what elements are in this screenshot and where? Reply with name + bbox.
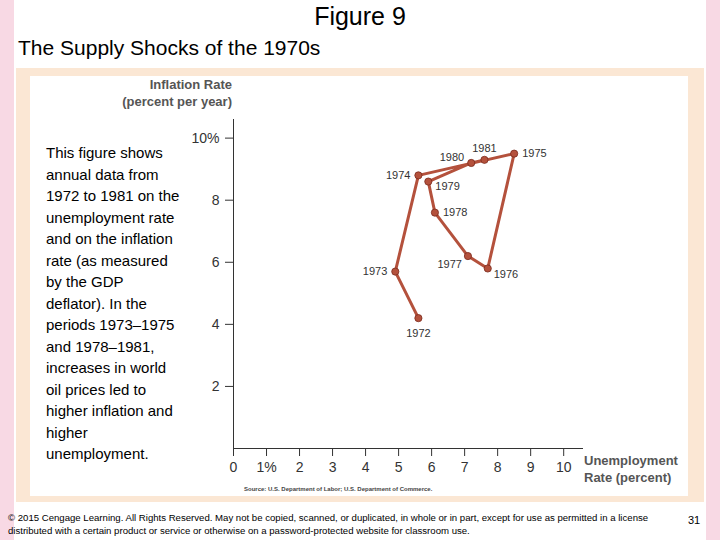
svg-text:3: 3 (329, 459, 337, 475)
html-text:31: 31 (688, 514, 701, 526)
svg-text:1981: 1981 (472, 142, 496, 154)
svg-text:1977: 1977 (437, 258, 461, 270)
svg-text:4: 4 (362, 459, 370, 475)
svg-text:2: 2 (212, 378, 220, 394)
svg-text:8: 8 (212, 192, 220, 208)
svg-text:6: 6 (212, 254, 220, 270)
svg-text:2: 2 (296, 459, 304, 475)
svg-text:1972: 1972 (406, 327, 430, 339)
svg-text:0: 0 (230, 459, 238, 475)
svg-text:10: 10 (556, 459, 572, 475)
svg-text:1975: 1975 (522, 147, 546, 159)
html-text:The Supply Shocks of the 1970s: The Supply Shocks of the 1970s (18, 36, 321, 59)
svg-text:4: 4 (212, 316, 220, 332)
html-text:© 2015 Cengage Learning. All R: © 2015 Cengage Learning. All Rights Rese… (8, 512, 649, 536)
svg-text:1976: 1976 (494, 268, 518, 280)
html-text:Source: U.S. Department of Lab: Source: U.S. Department of Labor; U.S. D… (244, 486, 433, 492)
html-text:This figure shows annual data: This figure shows annual data from 1972 … (46, 144, 180, 462)
svg-text:1980: 1980 (440, 151, 464, 163)
svg-text:9: 9 (527, 459, 535, 475)
html-text:Inflation Rate (percent per ye: Inflation Rate (percent per year) (122, 77, 232, 109)
svg-text:7: 7 (461, 459, 469, 475)
svg-text:1973: 1973 (363, 265, 387, 277)
svg-text:1978: 1978 (443, 206, 467, 218)
svg-text:1974: 1974 (386, 169, 410, 181)
svg-text:5: 5 (395, 459, 403, 475)
svg-text:10%: 10% (191, 130, 219, 146)
html-text:Unemployment Rate (percent): Unemployment Rate (percent) (584, 453, 678, 485)
svg-text:1979: 1979 (435, 180, 459, 192)
html-text:Figure 9: Figure 9 (314, 2, 406, 30)
svg-text:8: 8 (494, 459, 502, 475)
svg-text:6: 6 (428, 459, 436, 475)
svg-text:1%: 1% (256, 459, 276, 475)
